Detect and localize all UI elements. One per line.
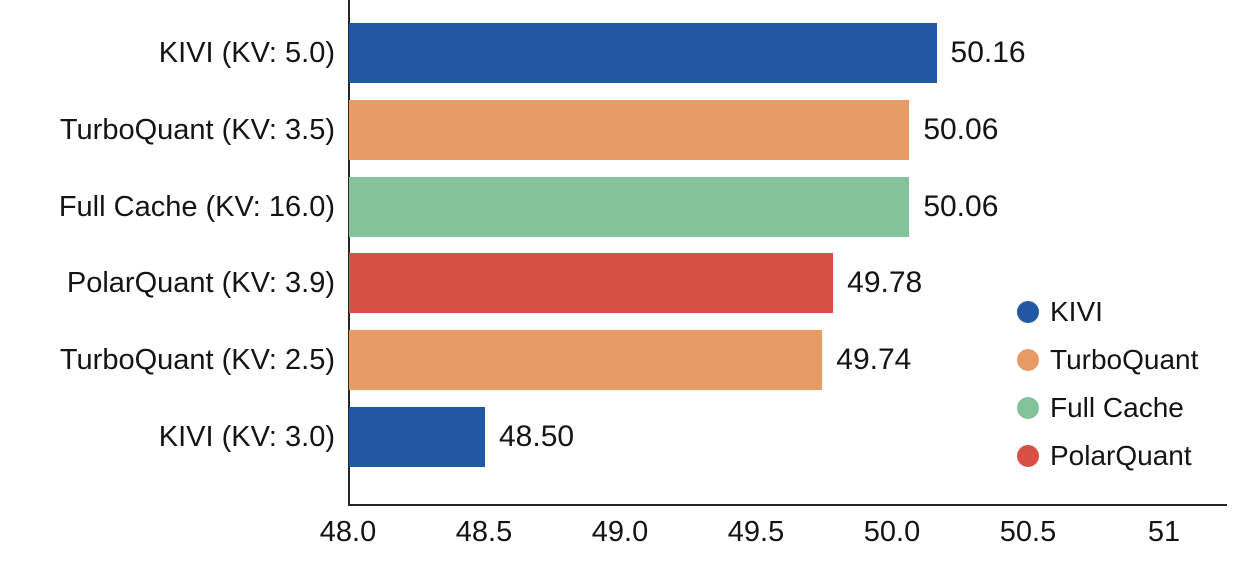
bar-value-label: 49.74 [836,343,912,377]
y-axis-line [348,0,350,504]
legend-item: KIVI [1017,288,1198,336]
x-tick-label: 49.5 [727,516,785,548]
legend-label: PolarQuant [1050,440,1192,471]
category-label: TurboQuant (KV: 2.5) [59,344,335,377]
legend-item: PolarQuant [1017,432,1198,480]
legend: KIVI TurboQuant Full Cache PolarQuant [1017,288,1198,480]
x-tick-label: 49.0 [591,516,649,548]
category-label: TurboQuant (KV: 3.5) [59,113,335,146]
x-tick-label: 50.0 [863,516,921,548]
category-label: Full Cache (KV: 16.0) [58,190,335,223]
x-tick-label: 48.5 [455,516,513,548]
legend-label: Full Cache [1050,392,1184,423]
legend-item: TurboQuant [1017,336,1198,384]
legend-label: TurboQuant [1050,344,1199,375]
bar [349,176,910,237]
legend-marker-circle [1017,349,1039,371]
bar-value-label: 50.06 [923,112,999,146]
category-label: PolarQuant (KV: 3.9) [66,267,335,300]
x-tick-label: 48.0 [319,516,377,548]
bar-value-label: 48.50 [499,420,575,453]
x-tick-label: 51 [1147,516,1181,548]
legend-marker-circle [1017,397,1039,419]
x-axis-line [348,504,1227,506]
bar [349,253,834,314]
bar [349,99,910,160]
bar [349,407,485,467]
bar [349,23,937,83]
bar-value-label: 50.06 [923,189,999,223]
x-tick-label: 50.5 [999,516,1057,548]
legend-item: Full Cache [1017,384,1198,432]
legend-marker-circle [1017,301,1039,323]
bar-value-label: 49.78 [847,266,923,300]
category-label: KIVI (KV: 3.0) [158,421,335,453]
bar-value-label: 50.16 [950,36,1026,69]
legend-marker-circle [1017,445,1039,467]
bar [349,330,823,391]
legend-label: KIVI [1050,296,1103,327]
category-label: KIVI (KV: 5.0) [158,37,335,69]
